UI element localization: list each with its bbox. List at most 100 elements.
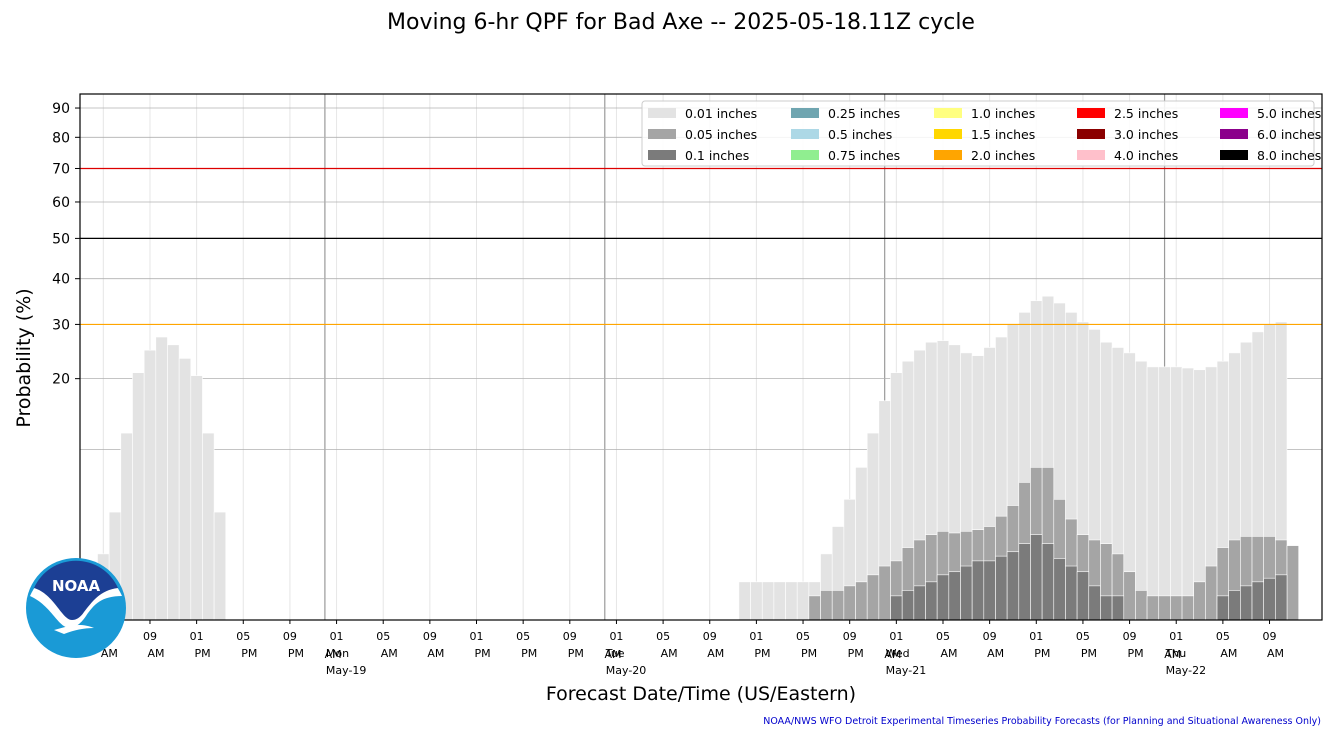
bar-mark — [855, 581, 868, 621]
bar-marks — [97, 295, 1299, 621]
legend-label: 0.5 inches — [828, 127, 892, 142]
x-tick-time: 01 — [190, 630, 204, 643]
bar-mark — [1018, 543, 1031, 621]
legend-swatch — [791, 129, 819, 139]
bar-mark — [1170, 595, 1183, 621]
legend-swatch — [1077, 129, 1105, 139]
x-tick-day: Wed — [886, 647, 910, 660]
bar-mark — [1170, 366, 1183, 621]
x-tick-time: 05 — [1216, 630, 1230, 643]
axes: 20 30 40 50 60 70 80 90 05 AM 09 AM 01 PM 05 PM 09 PM 01 AM… — [52, 93, 1323, 677]
chart-title: Moving 6-hr QPF for Bad Axe -- 2025-05-1… — [387, 10, 975, 35]
bar-mark — [213, 511, 227, 621]
bar-mark — [1158, 366, 1171, 621]
legend: 0.01 inches 0.05 inches 0.1 inches 0.25 inc… — [641, 100, 1321, 167]
bar-mark — [202, 432, 215, 621]
legend-label: 1.0 inches — [971, 106, 1035, 121]
x-tick-date: May-21 — [886, 664, 927, 677]
bar-mark — [1251, 581, 1264, 621]
x-tick-ampm: AM — [101, 647, 118, 660]
bar-mark — [995, 555, 1008, 621]
bar-mark — [1286, 545, 1299, 621]
bar-mark — [1006, 551, 1020, 621]
y-tick-label: 80 — [52, 130, 70, 146]
legend-label: 0.1 inches — [685, 148, 749, 163]
bar-mark — [890, 595, 903, 621]
x-tick-time: 05 — [236, 630, 250, 643]
bar-mark — [1135, 590, 1148, 621]
legend-swatch — [1077, 108, 1105, 118]
legend-label: 0.01 inches — [685, 106, 757, 121]
x-tick-ampm: PM — [801, 647, 817, 660]
bar-mark — [878, 565, 891, 621]
bar-mark — [773, 581, 786, 621]
bar-mark — [1065, 565, 1078, 621]
legend-label: 0.05 inches — [685, 127, 757, 142]
bar-mark — [1030, 534, 1043, 621]
bar-mark — [1146, 366, 1160, 621]
x-tick-ampm: PM — [1128, 647, 1144, 660]
legend-label: 0.25 inches — [828, 106, 900, 121]
legend-swatch — [934, 150, 962, 160]
x-tick-time: 05 — [516, 630, 530, 643]
bar-mark — [1240, 585, 1253, 621]
legend-swatch — [1220, 108, 1248, 118]
x-tick-time: 01 — [609, 630, 623, 643]
legend-swatch — [648, 129, 676, 139]
bar-mark — [1076, 571, 1090, 621]
noaa-logo: NOAA — [26, 558, 126, 658]
bar-mark — [925, 581, 938, 621]
bar-mark — [971, 560, 985, 621]
legend-label: 1.5 inches — [971, 127, 1035, 142]
bar-mark — [1123, 571, 1136, 621]
legend-label: 0.75 inches — [828, 148, 900, 163]
x-tick-ampm: PM — [474, 647, 490, 660]
x-tick-date: May-22 — [1166, 664, 1207, 677]
legend-swatch — [648, 150, 676, 160]
x-tick-ampm: PM — [848, 647, 864, 660]
x-tick-ampm: PM — [568, 647, 584, 660]
bar-mark — [143, 349, 157, 621]
x-tick-day: Mon — [326, 647, 349, 660]
x-tick-time: 09 — [703, 630, 717, 643]
bar-mark — [1216, 595, 1230, 621]
credit-text: NOAA/NWS WFO Detroit Experimental Timese… — [763, 716, 1321, 727]
x-tick-time: 01 — [1169, 630, 1183, 643]
x-tick-time: 05 — [376, 630, 390, 643]
x-tick-ampm: AM — [1220, 647, 1237, 660]
x-tick-day: Thu — [1165, 647, 1187, 660]
bar-mark — [1053, 558, 1066, 621]
legend-label: 2.5 inches — [1114, 106, 1178, 121]
x-tick-time: 09 — [1123, 630, 1137, 643]
bar-mark — [1263, 577, 1276, 621]
x-tick-ampm: PM — [288, 647, 304, 660]
x-tick-ampm: AM — [940, 647, 957, 660]
bar-mark — [1158, 595, 1171, 621]
x-tick-time: 09 — [423, 630, 437, 643]
x-tick-ampm: AM — [1267, 647, 1284, 660]
x-tick-time: 09 — [563, 630, 577, 643]
y-tick-label: 60 — [52, 195, 70, 211]
bar-mark — [843, 585, 856, 621]
legend-swatch — [1220, 150, 1248, 160]
bar-mark — [167, 344, 180, 621]
x-tick-time: 09 — [1263, 630, 1277, 643]
x-tick-ampm: AM — [427, 647, 444, 660]
x-tick-date: May-20 — [606, 664, 647, 677]
x-tick-ampm: AM — [707, 647, 724, 660]
bar-mark — [1193, 581, 1206, 621]
x-tick-time: 05 — [1076, 630, 1090, 643]
y-tick-label: 70 — [52, 161, 70, 177]
x-tick-ampm: AM — [381, 647, 398, 660]
legend-swatch — [1077, 150, 1105, 160]
logo-text: NOAA — [52, 577, 101, 595]
legend-swatch — [648, 108, 676, 118]
bar-mark — [750, 581, 763, 621]
bar-mark — [785, 581, 798, 621]
legend-label: 4.0 inches — [1114, 148, 1178, 163]
plot-frame — [79, 93, 1323, 621]
bar-mark — [1135, 360, 1148, 621]
x-tick-ampm: AM — [987, 647, 1004, 660]
x-tick-time: 09 — [983, 630, 997, 643]
x-tick-time: 05 — [656, 630, 670, 643]
